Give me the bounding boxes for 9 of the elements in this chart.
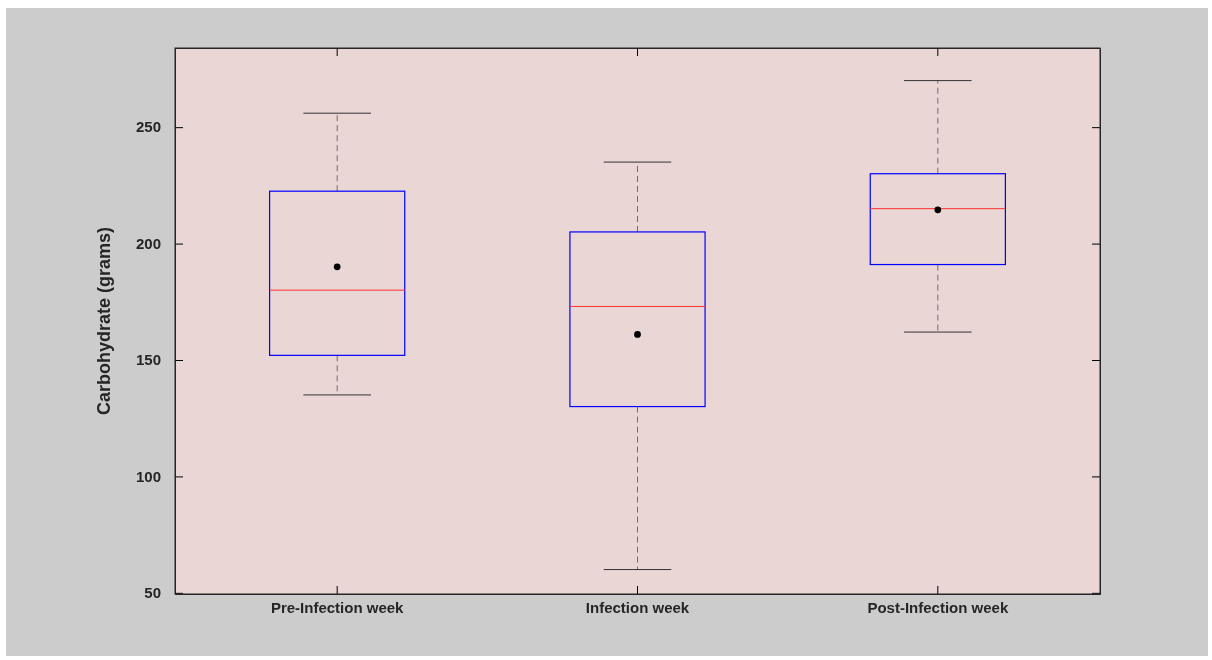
x-tick-label: Infection week bbox=[585, 598, 690, 616]
y-tick-label: 200 bbox=[135, 234, 161, 252]
y-tick-label: 250 bbox=[135, 118, 161, 136]
x-tick-label: Post-Infection week bbox=[867, 598, 1009, 616]
y-tick-label: 50 bbox=[144, 584, 161, 602]
y-tick-label: 150 bbox=[135, 351, 161, 369]
y-tick-label: 100 bbox=[135, 467, 161, 485]
x-tick-label: Pre-Infection week bbox=[270, 598, 405, 616]
y-axis-title: Carbohydrate (grams) bbox=[94, 226, 114, 416]
